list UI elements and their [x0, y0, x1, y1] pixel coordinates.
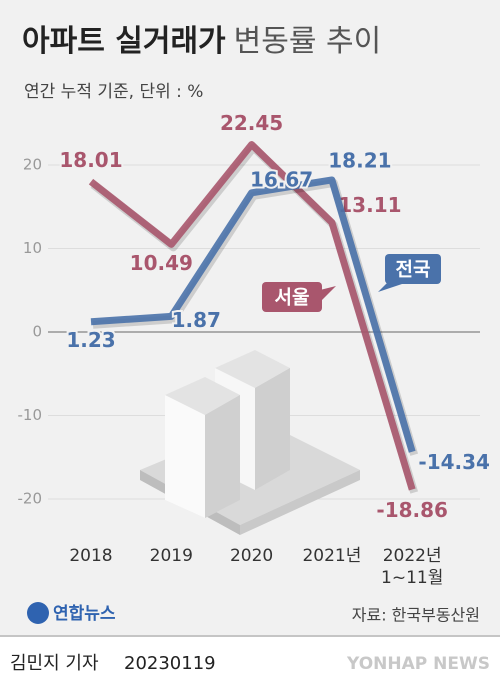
x-tick-label: 2020: [229, 546, 274, 566]
y-tick-label: 20: [23, 156, 42, 174]
logo-icon: [27, 602, 49, 624]
legend: 서울 전국: [262, 254, 441, 312]
x-tick-label: 2019: [149, 546, 193, 566]
x-tick-label: 2018: [69, 546, 113, 566]
y-tick-label: -20: [18, 490, 43, 508]
legend-pointer: [320, 286, 336, 302]
legend-box: [385, 254, 441, 284]
series-line: [90, 176, 416, 453]
building-illustration: [140, 350, 360, 535]
date: 20230119: [124, 653, 216, 674]
y-tick-label: -10: [18, 406, 43, 424]
data-label: 18.01: [59, 148, 122, 172]
x-tick-label: 2021년: [302, 546, 362, 566]
title-main: 아파트 실거래가: [22, 24, 226, 59]
data-label: -14.34: [418, 450, 490, 474]
data-label: 1.87: [172, 308, 221, 332]
y-tick-label: 0: [32, 323, 42, 341]
chart-title: 아파트 실거래가 변동률 추이: [22, 24, 381, 59]
data-label: 18.21: [328, 148, 391, 172]
subtitle: 연간 누적 기준, 단위 : %: [24, 82, 203, 102]
data-label: 10.49: [130, 251, 193, 275]
source: 자료: 한국부동산원: [352, 606, 480, 625]
data-label: 1.23: [66, 328, 115, 352]
legend-label: 전국: [396, 259, 431, 281]
watermark: YONHAP NEWS: [346, 654, 490, 674]
data-label: 13.11: [338, 193, 401, 217]
x-tick-label: 2022년 1~11월: [381, 546, 444, 588]
data-label: 16.67: [250, 167, 313, 191]
legend-box: [262, 282, 322, 312]
logo: 연합뉴스: [53, 603, 116, 624]
legend-label: 서울: [275, 287, 310, 309]
data-label: 22.45: [220, 111, 283, 135]
y-tick-label: 10: [23, 239, 42, 257]
footer-bg: [0, 637, 500, 690]
title-sub: 변동률 추이: [234, 24, 382, 59]
series-line: [88, 141, 416, 491]
data-label: -18.86: [376, 498, 448, 522]
credit: 김민지 기자: [10, 653, 99, 674]
